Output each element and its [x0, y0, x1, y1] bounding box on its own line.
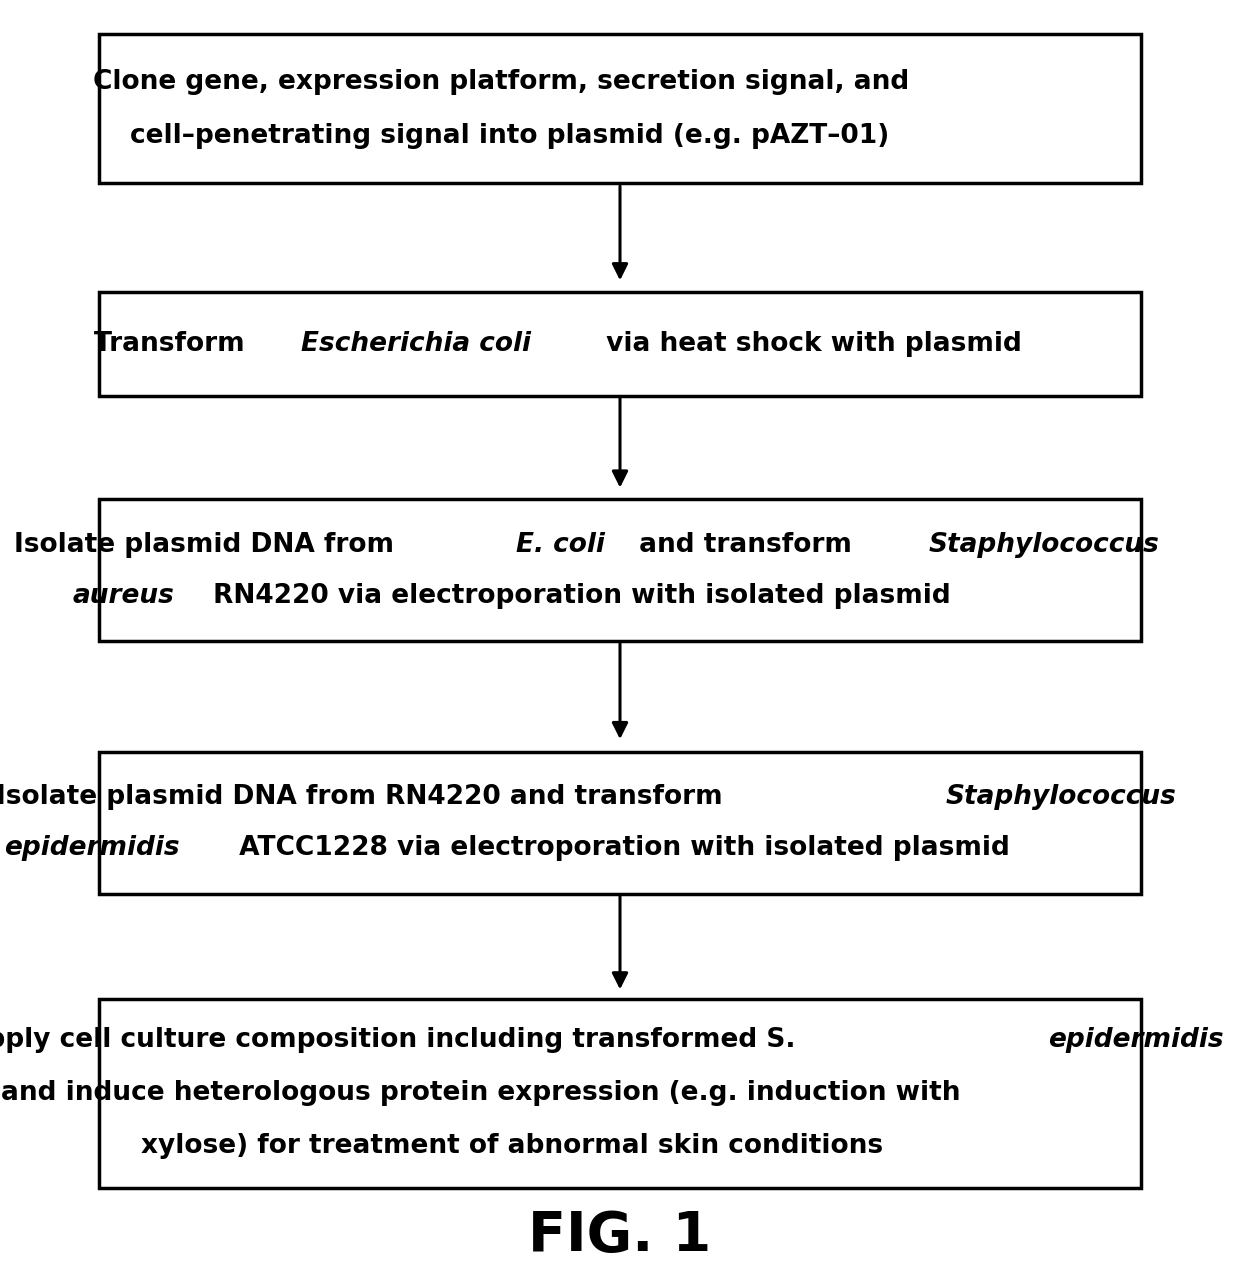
Text: Clone gene, expression platform, secretion signal, and: Clone gene, expression platform, secreti… — [93, 68, 910, 95]
Text: Isolate plasmid DNA from: Isolate plasmid DNA from — [14, 532, 403, 557]
Text: Apply cell culture composition including transformed S.: Apply cell culture composition including… — [0, 1028, 805, 1053]
Text: aureus: aureus — [72, 583, 175, 608]
Text: ATCC1228 via electroporation with isolated plasmid: ATCC1228 via electroporation with isolat… — [231, 836, 1011, 861]
Bar — [99, 752, 1141, 894]
Text: Escherichia coli: Escherichia coli — [300, 331, 531, 356]
Text: xylose) for treatment of abnormal skin conditions: xylose) for treatment of abnormal skin c… — [141, 1134, 883, 1159]
Text: and transform: and transform — [630, 532, 862, 557]
Bar — [99, 499, 1141, 641]
Bar — [99, 292, 1141, 396]
Text: and induce heterologous protein expression (e.g. induction with: and induce heterologous protein expressi… — [1, 1081, 961, 1106]
Text: E. coli: E. coli — [516, 532, 605, 557]
Text: Staphylococcus: Staphylococcus — [929, 532, 1159, 557]
Text: cell–penetrating signal into plasmid (e.g. pAZT–01): cell–penetrating signal into plasmid (e.… — [130, 123, 889, 149]
Text: epidermidis: epidermidis — [1048, 1028, 1224, 1053]
Text: Isolate plasmid DNA from RN4220 and transform: Isolate plasmid DNA from RN4220 and tran… — [0, 785, 732, 810]
Text: Staphylococcus: Staphylococcus — [946, 785, 1177, 810]
Bar — [99, 999, 1141, 1188]
Bar — [99, 34, 1141, 183]
Text: Transform: Transform — [94, 331, 254, 356]
Text: RN4220 via electroporation with isolated plasmid: RN4220 via electroporation with isolated… — [203, 583, 951, 608]
Text: FIG. 1: FIG. 1 — [528, 1210, 712, 1263]
Text: epidermidis: epidermidis — [4, 836, 179, 861]
Text: via heat shock with plasmid: via heat shock with plasmid — [598, 331, 1022, 356]
